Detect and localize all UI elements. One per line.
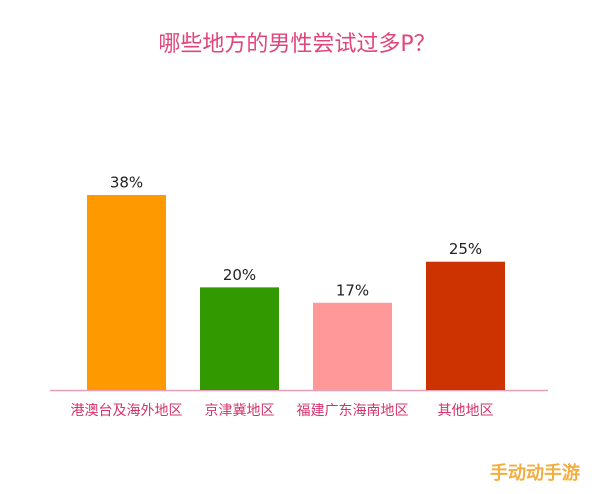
value-label: 20% (223, 266, 256, 284)
x-tick-label: 京津冀地区 (205, 403, 275, 419)
value-label: 25% (449, 240, 482, 258)
bar (200, 287, 279, 390)
x-tick-label: 其他地区 (438, 403, 494, 419)
bar (87, 195, 166, 390)
bar (426, 261, 505, 390)
bar (313, 302, 392, 390)
x-tick-label: 福建广东海南地区 (297, 403, 409, 419)
value-label: 38% (110, 174, 143, 192)
watermark: 手动动手游 (490, 462, 580, 484)
x-tick-label: 港澳台及海外地区 (71, 403, 183, 419)
value-label: 17% (336, 281, 369, 299)
chart-title: 哪些地方的男性尝试过多P？ (158, 32, 435, 57)
